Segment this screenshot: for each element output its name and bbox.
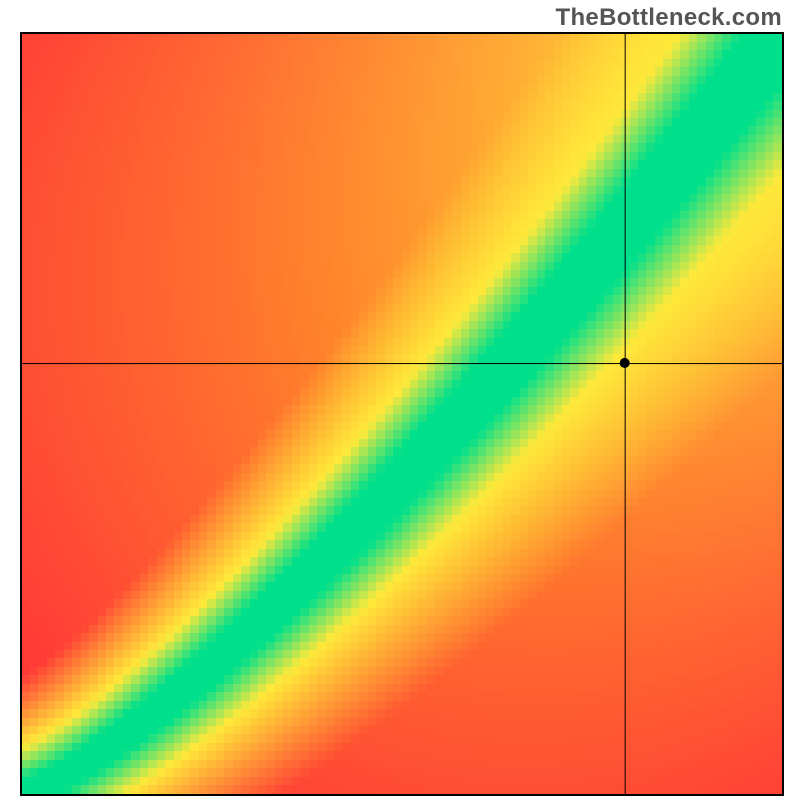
chart-container: TheBottleneck.com [0,0,800,800]
bottleneck-heatmap [20,32,784,796]
watermark-text: TheBottleneck.com [556,4,782,32]
